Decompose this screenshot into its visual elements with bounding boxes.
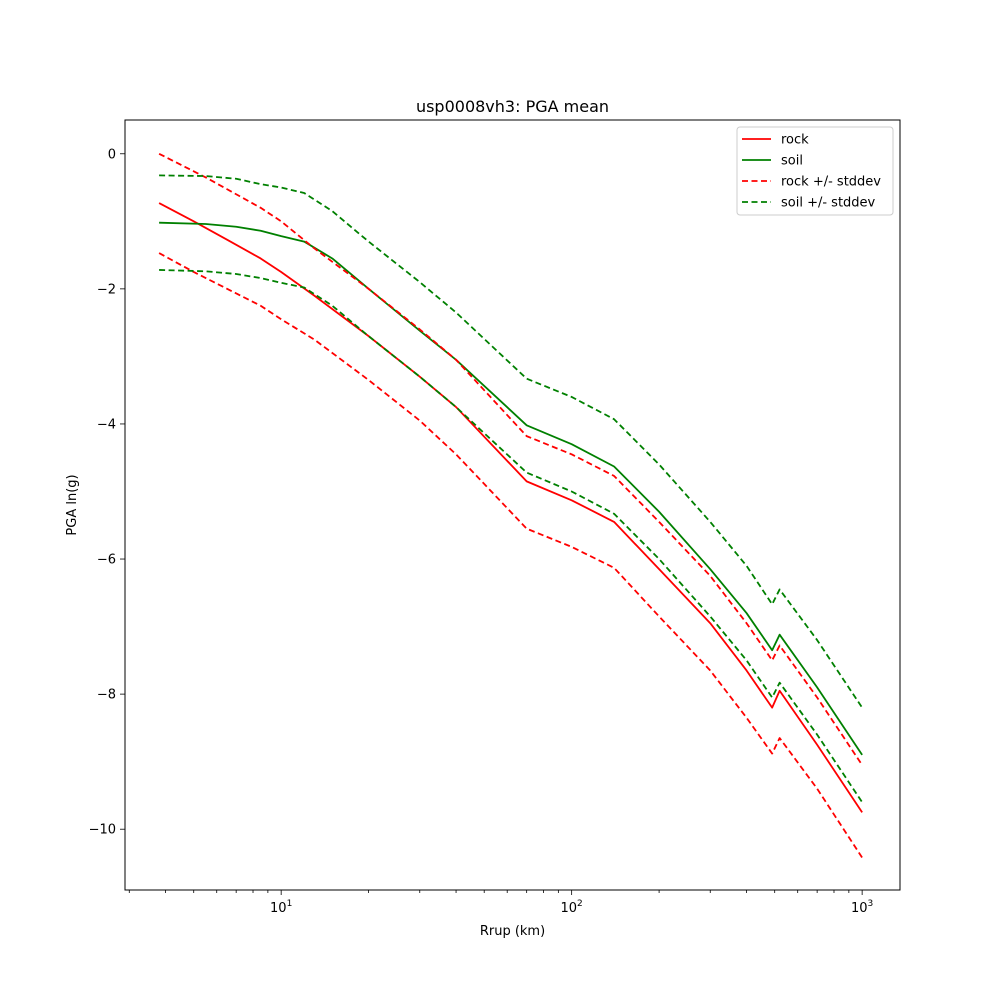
- series-line-1: [159, 221, 863, 756]
- series-line-5: [159, 269, 863, 803]
- y-axis: 0 −2 −4 −6 −8 −10: [89, 147, 125, 838]
- x-tick-label: 102: [561, 899, 583, 916]
- x-axis: 101 102 103: [128, 890, 873, 916]
- y-axis-label: PGA ln(g): [65, 474, 80, 535]
- legend-label: soil: [781, 154, 803, 169]
- series-line-2: [158, 152, 863, 766]
- series-line-3: [158, 252, 863, 859]
- y-tick-label: −10: [89, 823, 116, 838]
- y-tick-label: −6: [97, 553, 116, 568]
- plot-frame: [124, 119, 901, 891]
- legend: rock soil rock +/- stddev soil +/- stddev: [736, 126, 894, 216]
- series-line-0: [158, 202, 863, 813]
- legend-label: soil +/- stddev: [781, 196, 876, 211]
- y-tick-label: −4: [97, 417, 116, 432]
- chart-title: usp0008vh3: PGA mean: [416, 97, 609, 116]
- series-layer: [158, 152, 863, 859]
- x-tick-label: 101: [270, 899, 292, 916]
- x-tick-label: 103: [851, 899, 873, 916]
- y-tick-label: −8: [97, 688, 116, 703]
- x-axis-label: Rrup (km): [480, 924, 545, 939]
- y-tick-label: 0: [108, 147, 116, 162]
- series-line-4: [159, 174, 863, 709]
- legend-label: rock +/- stddev: [781, 175, 881, 190]
- y-tick-label: −2: [97, 282, 116, 297]
- legend-label: rock: [781, 133, 809, 148]
- legend-box: [736, 126, 894, 216]
